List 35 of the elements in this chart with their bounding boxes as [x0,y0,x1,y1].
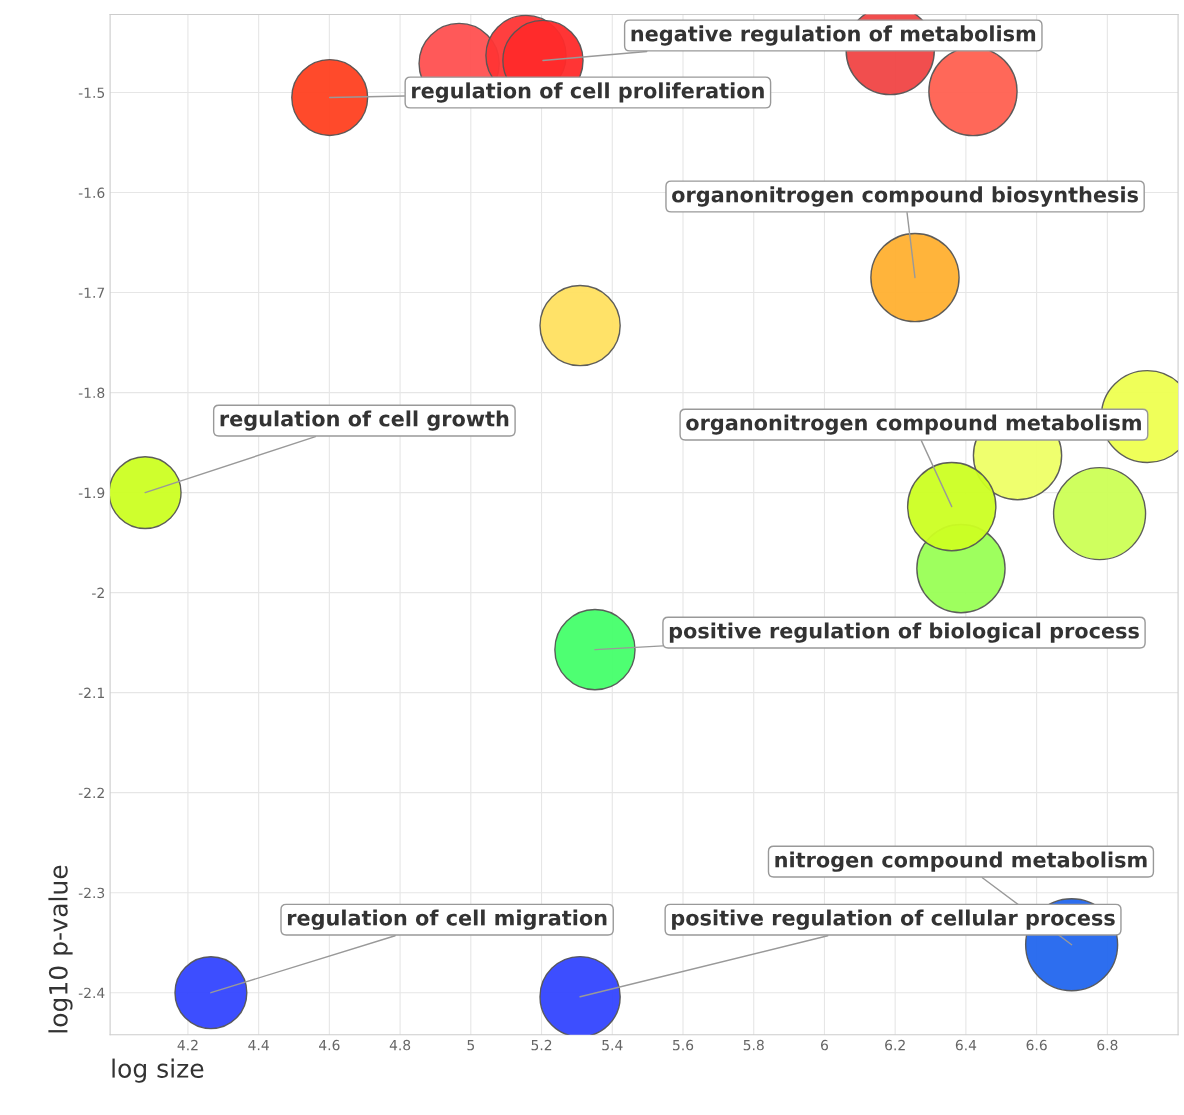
annotation: regulation of cell growth [220,410,509,431]
x-tick-label: 4.8 [389,1039,411,1051]
y-tick-label: -1.8 [78,387,105,399]
x-axis-title: log size [112,1058,204,1083]
y-tick-label: -2.1 [78,687,104,698]
y-tick-label: -1.5 [78,87,105,98]
x-tick-label: 6.4 [955,1039,977,1051]
x-tick-label: 5.4 [602,1040,623,1051]
x-tick-label: 6.6 [1026,1039,1047,1051]
y-tick-label: -1.9 [78,487,105,499]
annotation: nitrogen compound metabolism [775,851,1147,872]
x-tick-label: 6.2 [885,1039,905,1051]
x-tick-label: 4.2 [177,1039,198,1051]
annotation: positive regulation of biological process [669,622,1139,643]
annotation: negative regulation of metabolism [631,25,1036,46]
y-axis-title: log10 p-value [48,865,73,1033]
x-tick-label: 5.2 [531,1039,552,1051]
y-tick-label: -1.6 [78,187,105,199]
annotation: regulation of cell migration [287,909,607,930]
x-tick-label: 5.6 [673,1039,694,1051]
y-tick-label: -2.4 [78,987,105,998]
x-tick-label: 5 [467,1040,475,1051]
y-tick-label: -2.3 [78,887,105,899]
y-tick-label: -2 [92,587,104,598]
x-tick-label: 6 [821,1039,828,1051]
annotation: regulation of cell proliferation [412,82,764,103]
x-tick-label: 4.6 [319,1039,340,1051]
x-tick-label: 4.4 [248,1040,269,1051]
annotation: positive regulation of cellular process [672,909,1115,930]
annotation: organonitrogen compound biosynthesis [672,186,1138,207]
y-tick-label: -1.7 [78,287,105,298]
annotation: organonitrogen compound metabolism [686,414,1141,435]
x-tick-label: 5.8 [743,1039,764,1051]
x-tick-label: 6.8 [1097,1039,1118,1051]
y-tick-label: -2.2 [78,787,104,798]
